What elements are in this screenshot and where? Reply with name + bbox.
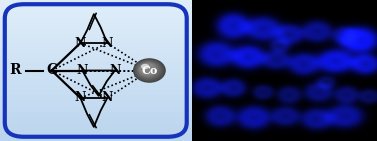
Circle shape bbox=[142, 65, 156, 76]
Text: N: N bbox=[75, 37, 86, 49]
Circle shape bbox=[145, 67, 154, 74]
Circle shape bbox=[141, 64, 155, 74]
Text: N: N bbox=[77, 64, 88, 77]
Circle shape bbox=[136, 61, 161, 79]
Text: N: N bbox=[75, 92, 86, 104]
Circle shape bbox=[146, 68, 153, 73]
Circle shape bbox=[147, 69, 152, 72]
Circle shape bbox=[139, 63, 158, 77]
Circle shape bbox=[143, 66, 156, 75]
Circle shape bbox=[134, 59, 165, 82]
Circle shape bbox=[138, 62, 161, 79]
Circle shape bbox=[136, 61, 163, 80]
Circle shape bbox=[138, 62, 160, 79]
Circle shape bbox=[141, 65, 157, 76]
Circle shape bbox=[135, 60, 163, 81]
Ellipse shape bbox=[142, 65, 149, 69]
Text: Co: Co bbox=[141, 65, 158, 76]
Circle shape bbox=[141, 64, 158, 77]
Circle shape bbox=[149, 70, 150, 71]
Circle shape bbox=[140, 64, 156, 75]
Circle shape bbox=[139, 63, 156, 76]
Circle shape bbox=[148, 69, 151, 72]
Circle shape bbox=[134, 59, 165, 82]
Circle shape bbox=[135, 60, 164, 81]
Text: N: N bbox=[101, 37, 113, 49]
Circle shape bbox=[139, 63, 159, 78]
Circle shape bbox=[140, 64, 159, 77]
Circle shape bbox=[138, 62, 158, 77]
Circle shape bbox=[134, 59, 164, 81]
Text: N: N bbox=[101, 92, 113, 104]
Circle shape bbox=[136, 60, 162, 80]
Circle shape bbox=[137, 61, 162, 80]
Circle shape bbox=[138, 62, 159, 78]
Circle shape bbox=[135, 60, 164, 81]
Text: N: N bbox=[109, 64, 121, 77]
Circle shape bbox=[137, 61, 160, 79]
Text: R: R bbox=[9, 63, 21, 78]
Circle shape bbox=[146, 68, 153, 73]
Text: C: C bbox=[46, 63, 57, 78]
Circle shape bbox=[144, 66, 155, 75]
